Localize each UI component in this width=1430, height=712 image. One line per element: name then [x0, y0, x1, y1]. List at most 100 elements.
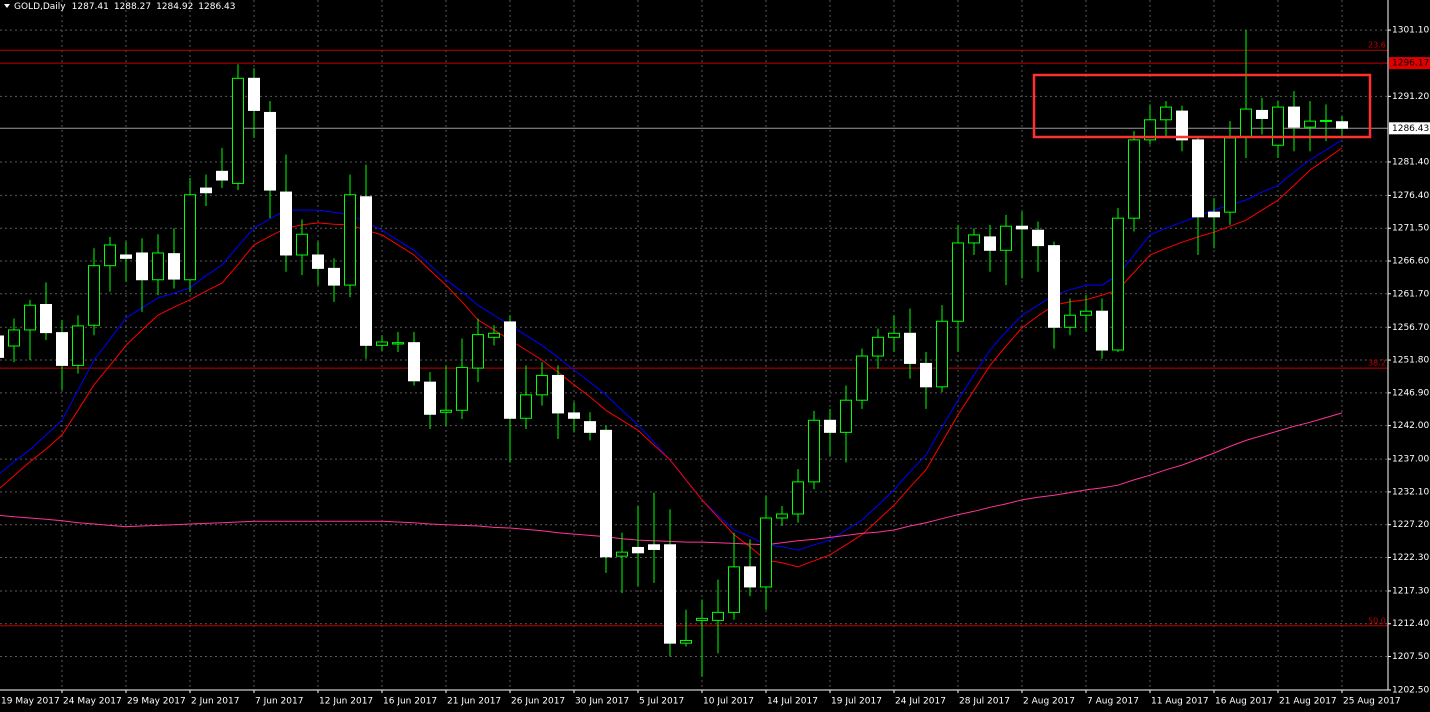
candle-up [536, 374, 548, 396]
candle-down [56, 332, 68, 366]
candle-up [872, 336, 884, 357]
x-tick-label: 7 Aug 2017 [1087, 697, 1139, 707]
candle-down [216, 170, 228, 181]
candle-down [424, 381, 436, 415]
candle-up [680, 639, 692, 644]
candle-down [1176, 110, 1188, 141]
candle-up [792, 481, 804, 515]
candle-up [728, 566, 740, 613]
candle-up [232, 77, 244, 184]
candle-up [1240, 108, 1252, 138]
y-tick-label: 1212.40 [1392, 619, 1429, 629]
candle-down [600, 429, 612, 558]
candle-down [1048, 245, 1060, 328]
y-tick-label: 1217.30 [1392, 586, 1429, 596]
x-tick-label: 16 Jun 2017 [383, 697, 437, 707]
y-tick-label: 1237.00 [1392, 455, 1429, 465]
candle-down [920, 362, 932, 388]
candle-down [168, 253, 180, 280]
y-tick-label: 1271.50 [1392, 224, 1429, 234]
x-tick-label: 21 Aug 2017 [1279, 697, 1337, 707]
x-tick-label: 28 Jul 2017 [959, 697, 1010, 707]
candle-up [1144, 119, 1156, 141]
candle-down [1288, 106, 1300, 128]
candle-down [1032, 229, 1044, 247]
fib-level-label: 38.2 [1368, 359, 1386, 368]
header-icon [4, 4, 10, 8]
x-tick-label: 30 Jun 2017 [575, 697, 629, 707]
fib-level-label: 50.0 [1368, 616, 1386, 625]
candle-down [648, 544, 660, 550]
x-tick-label: 14 Jul 2017 [767, 697, 818, 707]
candle-down [584, 421, 596, 433]
y-tick-label: 1291.20 [1392, 92, 1429, 102]
candle-up [296, 233, 308, 256]
candle-up [88, 265, 100, 326]
candle-down [632, 546, 644, 554]
candle-down [664, 544, 676, 644]
y-tick-label: 1301.10 [1392, 26, 1429, 36]
candle-down [408, 342, 420, 382]
candle-up [8, 329, 20, 347]
x-tick-label: 12 Jun 2017 [319, 697, 373, 707]
candle-up [456, 366, 468, 411]
y-tick-label: 1251.80 [1392, 356, 1429, 366]
candle-down [1336, 121, 1348, 129]
candle-up [936, 320, 948, 388]
price-level-box [1389, 57, 1430, 70]
candle-up [1304, 120, 1316, 128]
y-tick-label: 1276.40 [1392, 191, 1429, 201]
candle-up [72, 325, 84, 366]
candle-up [1064, 314, 1076, 328]
candle-down [824, 419, 836, 433]
y-tick-label: 1202.50 [1392, 686, 1429, 696]
candle-up [520, 394, 532, 419]
candle-up [376, 341, 388, 346]
highlight-box [1032, 73, 1372, 139]
candle-down [552, 374, 564, 414]
candle-down [264, 111, 276, 191]
candle-up [808, 419, 820, 483]
x-tick-label: 19 Jul 2017 [831, 697, 882, 707]
x-tick-label: 11 Aug 2017 [1151, 697, 1209, 707]
candle-up [104, 244, 116, 267]
candle-up [616, 551, 628, 557]
x-tick-label: 16 Aug 2017 [1215, 697, 1273, 707]
candle-up [888, 332, 900, 338]
candle-down [248, 77, 260, 111]
current-price-label: 1286.43 [1392, 124, 1429, 134]
candle-down [504, 321, 516, 419]
candle-up [840, 399, 852, 433]
candle-down [984, 236, 996, 251]
x-tick-label: 2 Aug 2017 [1023, 697, 1075, 707]
y-tick-label: 1256.70 [1392, 323, 1429, 333]
y-tick-label: 1232.10 [1392, 487, 1429, 497]
candle-up [776, 513, 788, 519]
x-tick-label: 2 Jun 2017 [191, 697, 239, 707]
candle-up [24, 304, 36, 331]
y-tick-label: 1266.60 [1392, 257, 1429, 267]
candle-down [200, 187, 212, 194]
candle-up [1272, 106, 1284, 146]
price-level-label: 1296.17 [1392, 59, 1429, 69]
y-tick-label: 1281.40 [1392, 157, 1429, 167]
candle-up [1000, 225, 1012, 251]
y-tick-label: 1242.00 [1392, 421, 1429, 431]
y-tick-label: 1246.90 [1392, 388, 1429, 398]
x-tick-label: 26 Jun 2017 [511, 697, 565, 707]
candle-down [1192, 139, 1204, 218]
candle-down [1016, 225, 1028, 230]
x-tick-label: 10 Jul 2017 [703, 697, 754, 707]
candle-down [136, 252, 148, 281]
candle-down [744, 566, 756, 588]
candle-down [1096, 310, 1108, 351]
candle-up [1080, 310, 1092, 316]
x-tick-label: 5 Jul 2017 [639, 697, 684, 707]
candle-up [152, 252, 164, 281]
candle-up [440, 409, 452, 413]
fib-level-label: 23.6 [1368, 41, 1386, 50]
header: GOLD,Daily 1287.41 1288.27 1284.92 1286.43 [14, 2, 236, 12]
